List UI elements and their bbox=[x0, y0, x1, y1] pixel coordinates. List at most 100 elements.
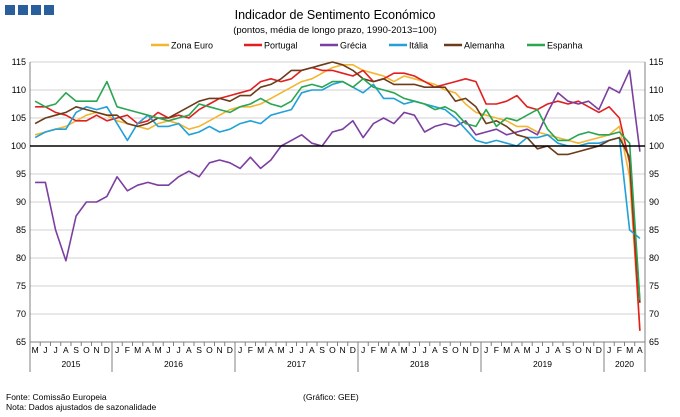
x-month-label-28: S bbox=[319, 345, 325, 355]
x-year-label-2016: 2016 bbox=[164, 359, 183, 369]
x-month-label-32: J bbox=[361, 345, 365, 355]
y-tick-left-85: 85 bbox=[16, 225, 26, 235]
x-year-label-2020: 2020 bbox=[615, 359, 634, 369]
x-month-label-7: D bbox=[104, 345, 110, 355]
x-month-label-2: J bbox=[54, 345, 58, 355]
x-month-label-52: S bbox=[565, 345, 571, 355]
x-month-label-1: J bbox=[43, 345, 47, 355]
x-month-label-51: A bbox=[555, 345, 561, 355]
x-month-label-49: J bbox=[535, 345, 539, 355]
x-month-label-10: M bbox=[134, 345, 141, 355]
legend: Zona Euro Portugal Grécia Itália Alemanha Esp… bbox=[151, 41, 583, 51]
legend-label-italia: Itália bbox=[409, 41, 428, 51]
x-month-label-11: A bbox=[145, 345, 151, 355]
x-year-label-2019: 2019 bbox=[533, 359, 552, 369]
y-tick-right-65: 65 bbox=[649, 337, 659, 347]
y-tick-left-90: 90 bbox=[16, 197, 26, 207]
x-month-label-8: J bbox=[115, 345, 119, 355]
legend-label-espanha: Espanha bbox=[547, 41, 583, 51]
legend-label-portugal: Portugal bbox=[264, 41, 298, 51]
x-month-label-29: O bbox=[329, 345, 336, 355]
chart-title: Indicador de Sentimento Económico bbox=[235, 8, 436, 22]
y-tick-left-70: 70 bbox=[16, 309, 26, 319]
x-month-label-58: M bbox=[626, 345, 633, 355]
series-line-espanha bbox=[34, 78, 641, 301]
y-tick-right-70: 70 bbox=[649, 309, 659, 319]
x-month-label-48: M bbox=[524, 345, 531, 355]
x-month-label-56: J bbox=[607, 345, 611, 355]
logo-square-3 bbox=[31, 5, 41, 15]
x-month-label-15: A bbox=[186, 345, 192, 355]
x-month-label-35: A bbox=[391, 345, 397, 355]
x-month-label-54: N bbox=[586, 345, 592, 355]
series-line-grecia bbox=[35, 69, 641, 262]
x-month-label-59: A bbox=[637, 345, 643, 355]
x-month-label-41: O bbox=[452, 345, 459, 355]
y-tick-right-85: 85 bbox=[649, 225, 659, 235]
x-month-label-43: D bbox=[473, 345, 479, 355]
x-month-label-34: M bbox=[380, 345, 387, 355]
y-tick-right-100: 100 bbox=[649, 141, 664, 151]
x-month-label-5: O bbox=[83, 345, 90, 355]
x-month-label-42: N bbox=[463, 345, 469, 355]
logo-square-1 bbox=[5, 5, 15, 15]
adjustment-note: Nota: Dados ajustados de sazonalidade bbox=[6, 402, 157, 412]
x-month-label-55: D bbox=[596, 345, 602, 355]
x-month-label-22: M bbox=[257, 345, 264, 355]
x-month-label-16: S bbox=[196, 345, 202, 355]
y-axes: 65 65 70 70 75 75 80 80 85 85 90 90 95 95 100 100 105 105… bbox=[11, 57, 664, 347]
x-month-label-57: F bbox=[617, 345, 622, 355]
x-month-label-14: J bbox=[177, 345, 181, 355]
y-tick-right-90: 90 bbox=[649, 197, 659, 207]
y-tick-right-95: 95 bbox=[649, 169, 659, 179]
x-month-label-9: F bbox=[125, 345, 130, 355]
x-month-label-36: M bbox=[401, 345, 408, 355]
series-line-zona-euro bbox=[34, 64, 641, 331]
x-month-label-21: F bbox=[248, 345, 253, 355]
gridlines bbox=[30, 61, 645, 343]
chart-subtitle: (pontos, média de longo prazo, 1990-2013… bbox=[233, 25, 437, 36]
y-tick-right-105: 105 bbox=[649, 113, 664, 123]
logo-square-2 bbox=[18, 5, 28, 15]
x-month-label-33: F bbox=[371, 345, 376, 355]
x-month-label-4: S bbox=[73, 345, 79, 355]
x-month-label-37: J bbox=[412, 345, 416, 355]
x-month-label-19: D bbox=[227, 345, 233, 355]
x-month-label-44: J bbox=[484, 345, 488, 355]
x-month-label-17: O bbox=[206, 345, 213, 355]
x-year-label-2017: 2017 bbox=[287, 359, 306, 369]
y-tick-left-105: 105 bbox=[11, 113, 26, 123]
legend-label-grecia: Grécia bbox=[340, 41, 367, 51]
x-month-label-46: M bbox=[503, 345, 510, 355]
x-month-label-0: M bbox=[32, 345, 39, 355]
x-month-label-12: M bbox=[155, 345, 162, 355]
series-line-portugal bbox=[35, 66, 641, 331]
y-tick-left-80: 80 bbox=[16, 253, 26, 263]
x-year-label-2015: 2015 bbox=[62, 359, 81, 369]
x-year-label-2018: 2018 bbox=[410, 359, 429, 369]
x-month-label-3: A bbox=[63, 345, 69, 355]
x-month-label-50: J bbox=[546, 345, 550, 355]
x-month-label-40: S bbox=[442, 345, 448, 355]
series-line-italia bbox=[34, 80, 641, 240]
x-month-label-45: F bbox=[494, 345, 499, 355]
y-tick-left-65: 65 bbox=[16, 337, 26, 347]
series-line-alemanha bbox=[34, 61, 641, 303]
x-month-label-27: A bbox=[309, 345, 315, 355]
y-tick-right-75: 75 bbox=[649, 281, 659, 291]
x-month-label-26: J bbox=[300, 345, 304, 355]
y-tick-left-95: 95 bbox=[16, 169, 26, 179]
series-lines bbox=[30, 61, 645, 331]
y-tick-right-115: 115 bbox=[649, 57, 663, 67]
x-month-label-13: J bbox=[166, 345, 170, 355]
legend-label-zona-euro: Zona Euro bbox=[171, 41, 213, 51]
x-month-label-47: A bbox=[514, 345, 520, 355]
x-month-label-38: J bbox=[423, 345, 427, 355]
y-tick-left-75: 75 bbox=[16, 281, 26, 291]
y-tick-left-115: 115 bbox=[12, 57, 26, 67]
x-month-label-30: N bbox=[340, 345, 346, 355]
x-month-label-23: A bbox=[268, 345, 274, 355]
x-month-label-39: A bbox=[432, 345, 438, 355]
